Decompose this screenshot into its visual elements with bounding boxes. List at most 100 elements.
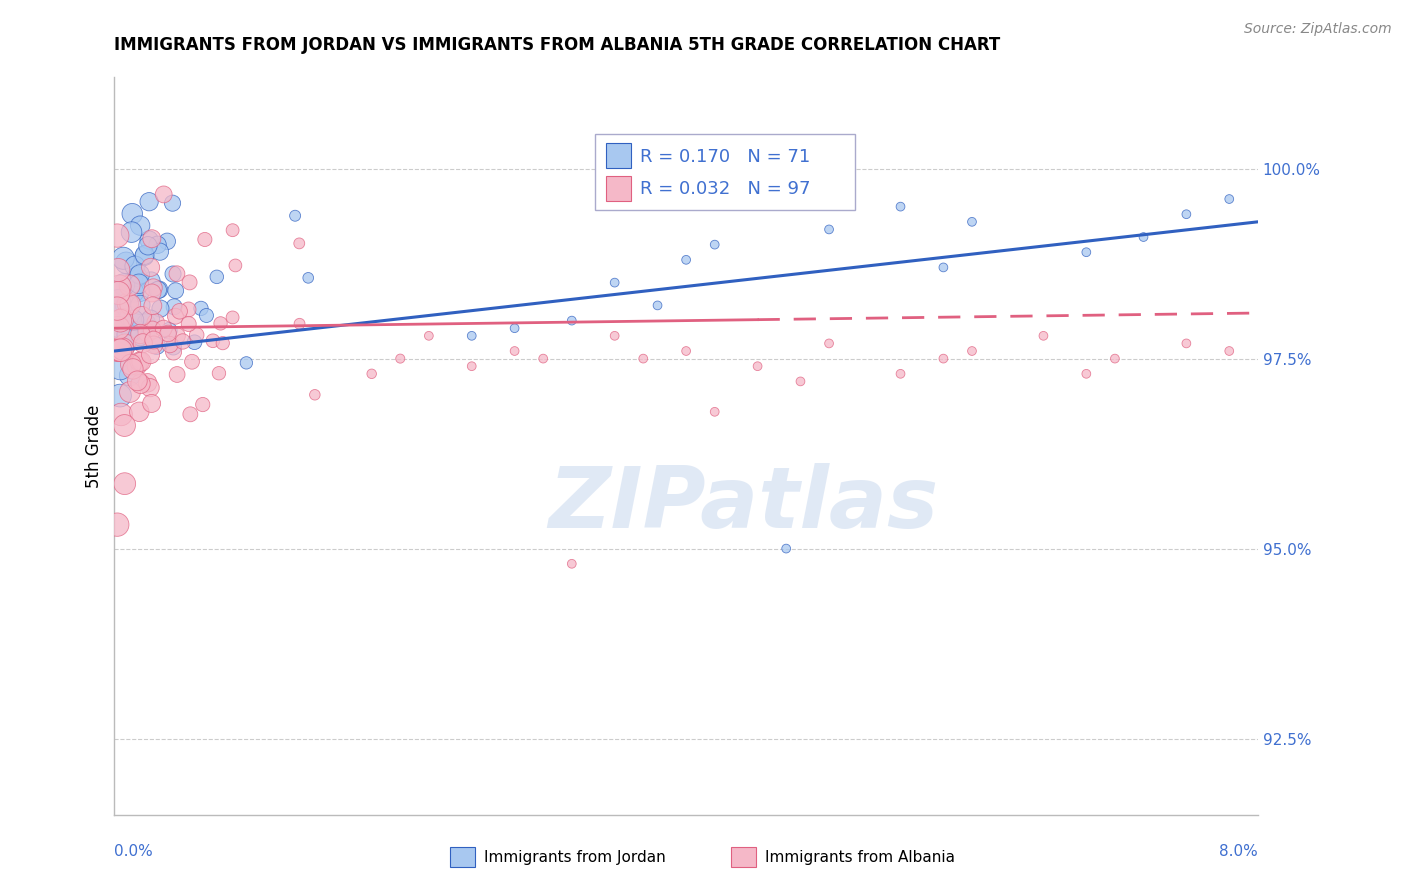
Point (960, 344, 983, 359)
Point (190, 301, 212, 316)
Point (129, 326, 152, 341)
Point (960, 215, 983, 229)
Point (166, 267, 188, 281)
Point (110, 343, 132, 358)
Point (211, 336, 233, 351)
Point (107, 263, 129, 277)
Point (139, 312, 162, 326)
Point (127, 374, 149, 388)
Point (1218, 344, 1240, 359)
Point (128, 277, 150, 291)
Point (461, 328, 484, 343)
Point (127, 269, 149, 284)
Point (889, 367, 911, 381)
Point (179, 276, 201, 290)
Point (128, 405, 150, 419)
Point (105, 318, 128, 333)
Point (152, 187, 174, 202)
Point (149, 301, 172, 316)
Text: ZIPatlas: ZIPatlas (548, 464, 938, 547)
Point (162, 345, 184, 359)
Point (129, 298, 152, 312)
Point (191, 398, 214, 412)
Point (111, 342, 134, 356)
Point (159, 337, 181, 351)
Point (1104, 351, 1126, 366)
Point (108, 388, 131, 402)
Text: IMMIGRANTS FROM JORDAN VS IMMIGRANTS FROM ALBANIA 5TH GRADE CORRELATION CHART: IMMIGRANTS FROM JORDAN VS IMMIGRANTS FRO… (114, 36, 1001, 54)
Point (121, 324, 143, 338)
Point (120, 358, 142, 372)
Point (146, 237, 169, 252)
Point (110, 408, 132, 422)
Point (503, 321, 526, 335)
Point (125, 359, 148, 373)
Text: R = 0.170   N = 71: R = 0.170 N = 71 (640, 148, 810, 166)
Point (195, 309, 218, 323)
Point (117, 327, 139, 342)
Point (162, 340, 184, 354)
Point (136, 239, 159, 253)
Point (304, 388, 326, 402)
Point (177, 302, 200, 317)
Point (135, 326, 157, 341)
Point (136, 376, 159, 390)
Point (179, 407, 201, 421)
Point (120, 310, 142, 324)
Point (128, 285, 150, 299)
Point (165, 310, 187, 324)
Point (675, 252, 697, 267)
Point (789, 375, 811, 389)
Point (288, 236, 311, 251)
Point (115, 256, 138, 270)
Point (775, 541, 797, 556)
Point (418, 328, 440, 343)
Point (122, 313, 145, 327)
Point (503, 344, 526, 359)
Point (142, 299, 165, 313)
Point (205, 269, 228, 284)
Point (1032, 328, 1054, 343)
Point (107, 321, 129, 335)
Point (136, 326, 159, 340)
Point (1218, 192, 1240, 206)
Point (932, 260, 955, 275)
Point (115, 299, 138, 313)
Text: 8.0%: 8.0% (1219, 845, 1258, 859)
Point (208, 366, 231, 380)
Point (165, 284, 187, 298)
Point (209, 317, 232, 331)
Point (148, 283, 170, 297)
Point (135, 316, 157, 330)
Point (129, 324, 152, 338)
Point (105, 301, 128, 316)
Point (142, 338, 165, 352)
Point (166, 368, 188, 382)
Point (114, 418, 136, 433)
Point (121, 207, 143, 221)
Point (1175, 336, 1198, 351)
Point (703, 405, 725, 419)
Point (703, 237, 725, 252)
Point (603, 328, 626, 343)
Point (149, 244, 172, 259)
Point (172, 334, 194, 349)
Point (118, 384, 141, 399)
Point (117, 296, 139, 310)
Point (138, 194, 160, 209)
Point (1076, 245, 1098, 260)
Point (1132, 230, 1154, 244)
Point (139, 381, 162, 395)
Point (112, 277, 135, 292)
Point (121, 225, 143, 239)
Point (138, 233, 160, 247)
Text: R = 0.032   N = 97: R = 0.032 N = 97 (640, 180, 810, 198)
Point (128, 354, 150, 368)
Text: Immigrants from Jordan: Immigrants from Jordan (484, 850, 665, 864)
Point (221, 223, 243, 237)
Point (132, 336, 155, 351)
Text: Immigrants from Albania: Immigrants from Albania (765, 850, 955, 864)
Point (156, 235, 179, 249)
Point (747, 359, 769, 374)
Point (1175, 207, 1198, 221)
